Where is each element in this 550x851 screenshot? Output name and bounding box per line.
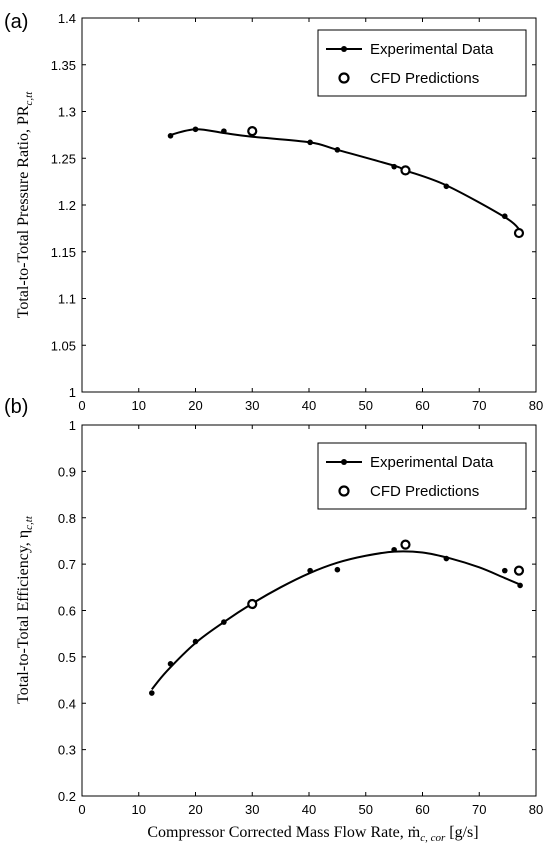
panel-b-fit-curve	[151, 550, 521, 690]
panel-b-x-tick-label: 40	[302, 802, 316, 817]
panel-a-y-axis-label: Total-to-Total Pressure Ratio, PRc,tt	[15, 91, 35, 319]
panel-a-cfd-point	[247, 126, 258, 137]
panel-a-y-tick-label: 1.35	[51, 58, 76, 73]
panel-a-legend-label-experimental: Experimental Data	[370, 41, 494, 58]
panel-a-experimental-point	[167, 133, 174, 139]
panel-b-y-tick-label: 0.4	[58, 696, 76, 711]
panel-a-legend-dot-sample	[341, 46, 347, 52]
panel-a-x-tick-label: 80	[529, 398, 543, 413]
panel-b-experimental-point	[443, 555, 450, 562]
panel-a-x-tick-label: 60	[415, 398, 429, 413]
panel-b-experimental-point	[307, 567, 313, 574]
panel-a-x-tick-label: 30	[245, 398, 259, 413]
panel-a-label: (a)	[4, 11, 28, 33]
panel-b-y-tick-label: 0.3	[58, 743, 76, 758]
panel-b-x-tick-label: 50	[359, 802, 373, 817]
panel-a-y-tick-label: 1.3	[58, 105, 76, 120]
panel-b-experimental-point	[391, 546, 397, 553]
panel-a-y-tick-label: 1.15	[51, 245, 76, 260]
panel-b-x-axis-label: Compressor Corrected Mass Flow Rate, ṁc,…	[147, 824, 478, 844]
panel-a-experimental-point	[307, 139, 313, 146]
panel-b-y-tick-label: 0.5	[58, 650, 76, 665]
panel-b-x-tick-label: 10	[132, 802, 146, 817]
panel-b-experimental-point	[517, 582, 523, 589]
panel-a-y-tick-label: 1	[69, 385, 76, 400]
panel-b-x-tick-label: 20	[188, 802, 202, 817]
panel-b-experimental-point	[334, 566, 341, 573]
panel-a-experimental-point	[221, 128, 227, 134]
panel-a-experimental-point	[501, 213, 508, 220]
panel-a-experimental-point	[443, 183, 450, 190]
panel-b-y-tick-label: 0.8	[58, 511, 76, 526]
panel-b-experimental-point	[501, 567, 508, 574]
panel-a-cfd-point	[400, 165, 411, 176]
panel-a-x-tick-label: 70	[472, 398, 486, 413]
panel-b-legend-circle-sample	[338, 485, 350, 497]
panel-a-y-tick-label: 1.1	[58, 292, 76, 307]
panel-a-x-tick-label: 0	[78, 398, 85, 413]
panel-b-cfd-point	[400, 539, 411, 550]
panel-b-y-tick-label: 0.2	[58, 789, 76, 804]
panel-a-x-tick-label: 40	[302, 398, 316, 413]
panel-a-experimental-point	[334, 147, 341, 153]
panel-b-x-tick-label: 30	[245, 802, 259, 817]
panel-b-legend-box	[317, 442, 527, 510]
panel-a-legend-box	[317, 29, 527, 97]
panel-a-experimental-point	[192, 126, 199, 133]
panel-b-cfd-point	[247, 598, 258, 610]
panel-b-x-tick-label: 80	[529, 802, 543, 817]
panel-b-legend-dot-sample	[341, 459, 347, 465]
panel-b-experimental-point	[167, 661, 174, 667]
panel-b-y-tick-label: 0.9	[58, 464, 76, 479]
panel-a-x-tick-label: 20	[188, 398, 202, 413]
panel-b-y-tick-label: 1	[69, 418, 76, 433]
panel-a-cfd-point	[513, 227, 525, 239]
panel-a-y-tick-label: 1.2	[58, 198, 76, 213]
panel-b-x-tick-label: 60	[415, 802, 429, 817]
panel-b-experimental-point	[192, 638, 199, 645]
panel-a-plot: 0 10 20 30 40 50 60 70 80 1 1.05 1.1 1.15 1.2 1.25 1.3 1…	[51, 11, 544, 413]
panel-a-legend-label-cfd: CFD Predictions	[370, 70, 479, 87]
panel-a-x-tick-label: 50	[359, 398, 373, 413]
panel-a-x-tick-label: 10	[132, 398, 146, 413]
panel-a-legend-circle-sample	[338, 72, 350, 84]
panel-a-experimental-point	[391, 163, 397, 170]
panel-b-cfd-point	[513, 565, 525, 576]
panel-b-label: (b)	[4, 396, 28, 418]
panel-b-y-tick-label: 0.7	[58, 557, 76, 572]
panel-b-y-tick-label: 0.6	[58, 604, 76, 619]
panel-b-experimental-point	[149, 690, 155, 696]
panel-b-legend-label-experimental: Experimental Data	[370, 454, 494, 471]
panel-b-plot: 0 10 20 30 40 50 60 70 80 0.2 0.3 0.4 0.5 0.6 0.7 0.8 0.…	[58, 418, 543, 817]
panel-a-fit-curve	[170, 128, 521, 231]
panel-b-x-tick-label: 0	[78, 802, 85, 817]
panel-a-y-tick-label: 1.25	[51, 151, 76, 166]
panel-b-x-tick-label: 70	[472, 802, 486, 817]
panel-b-legend: Experimental Data CFD Predictions	[317, 442, 527, 510]
panel-b-experimental-point	[221, 619, 227, 625]
panel-b-y-axis-label: Total-to-Total Efficiency, ηc,tt	[15, 515, 35, 704]
panel-a-y-tick-label: 1.05	[51, 338, 76, 353]
panel-b-legend-label-cfd: CFD Predictions	[370, 483, 479, 500]
panel-a-y-tick-label: 1.4	[58, 11, 76, 26]
panel-a-legend: Experimental Data CFD Predictions	[317, 29, 527, 97]
